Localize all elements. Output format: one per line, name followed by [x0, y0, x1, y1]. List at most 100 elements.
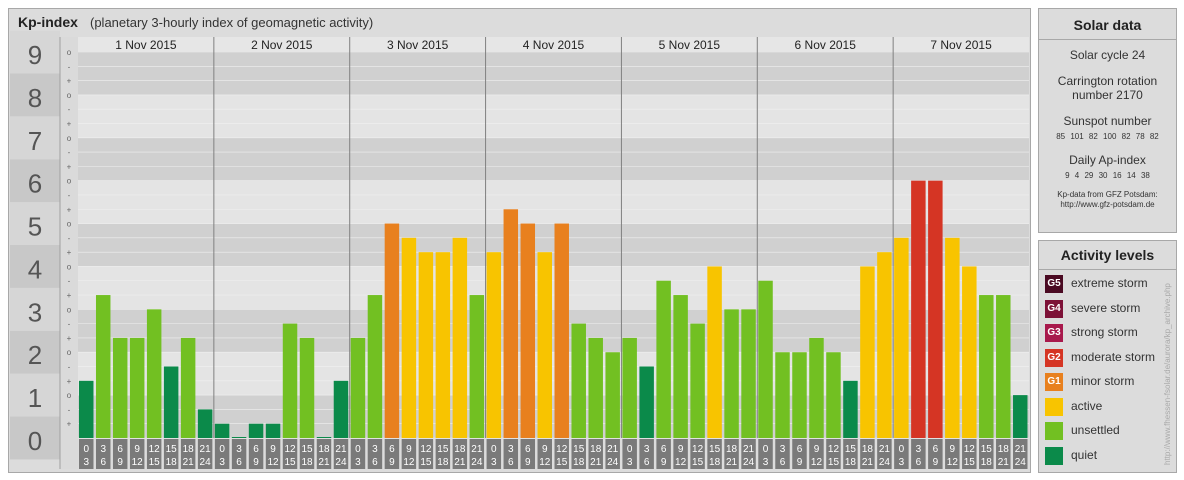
- day-label: 2 Nov 2015: [251, 38, 313, 52]
- time-slot-box: [979, 439, 994, 469]
- time-slot-start: 18: [318, 444, 330, 455]
- kp-label-band: [10, 287, 60, 331]
- plot-band: [78, 380, 1029, 396]
- legend-swatch: G1: [1045, 373, 1063, 391]
- time-slot-box: [911, 439, 926, 469]
- time-slot-end: 9: [661, 457, 667, 468]
- time-slot-box: [180, 439, 196, 469]
- y-tick-label: 5: [28, 212, 42, 242]
- plot-band: [78, 52, 1029, 67]
- time-slot-end: 3: [763, 457, 769, 468]
- time-slot-end: 9: [525, 457, 531, 468]
- plot-band: [78, 80, 1029, 95]
- time-slot-box: [775, 439, 790, 469]
- legend-item: G5 extreme storm: [1045, 275, 1184, 295]
- sub-tick-label: -: [68, 191, 71, 200]
- sub-tick-label: o: [67, 262, 72, 271]
- kp-bar: [486, 252, 502, 438]
- legend-swatch: G3: [1045, 324, 1063, 342]
- time-slot-end: 24: [200, 457, 212, 468]
- kp-bar: [945, 237, 960, 438]
- plot-band: [78, 280, 1029, 296]
- sub-tick-label: o: [67, 134, 72, 143]
- chart-subtitle: (planetary 3-hourly index of geomagnetic…: [90, 15, 374, 30]
- time-slot-end: 12: [403, 457, 415, 468]
- time-slot-start: 15: [437, 444, 449, 455]
- time-slot-start: 15: [981, 444, 993, 455]
- time-slot-end: 18: [301, 457, 313, 468]
- time-slot-box: [163, 439, 179, 469]
- time-slot-box: [724, 439, 739, 469]
- time-slot-box: [79, 439, 94, 469]
- plot-band: [78, 109, 1029, 124]
- time-slot-start: 15: [709, 444, 721, 455]
- plot-band: [78, 295, 1029, 310]
- kp-bar: [707, 266, 722, 438]
- time-slot-start: 6: [117, 444, 123, 455]
- time-slot-end: 24: [1015, 457, 1027, 468]
- time-slot-start: 9: [678, 444, 684, 455]
- plot-band: [78, 94, 1029, 110]
- time-slot-start: 15: [301, 444, 313, 455]
- time-slot-end: 12: [811, 457, 823, 468]
- y-tick-label: 2: [28, 340, 42, 370]
- y-tick-label: 9: [28, 40, 42, 70]
- legend-label: minor storm: [1071, 374, 1135, 388]
- data-credit-url: http://www.gfz-potsdam.de: [1060, 200, 1155, 209]
- legend-swatch: G4: [1045, 299, 1063, 318]
- subtick-column: [60, 37, 78, 469]
- time-slot-start: 18: [454, 444, 466, 455]
- day-label: 6 Nov 2015: [795, 38, 857, 52]
- sub-tick-label: +: [67, 162, 72, 171]
- kp-bar: [996, 295, 1011, 438]
- time-slot-end: 24: [607, 457, 619, 468]
- sub-tick-label: o: [67, 177, 72, 186]
- time-slot-end: 18: [709, 457, 721, 468]
- time-slot-start: 9: [814, 444, 820, 455]
- y-tick-label: 0: [28, 426, 42, 456]
- time-slot-end: 3: [355, 457, 361, 468]
- legend-swatch: [1045, 422, 1063, 440]
- time-slot-end: 21: [862, 457, 874, 468]
- time-slot-end: 24: [879, 457, 891, 468]
- kp-bar: [231, 437, 247, 438]
- time-slot-start: 12: [556, 444, 568, 455]
- time-slot-box: [520, 439, 536, 469]
- kp-bar: [265, 423, 281, 438]
- time-slot-end: 18: [845, 457, 857, 468]
- time-slot-end: 9: [389, 457, 395, 468]
- time-slot-end: 21: [183, 457, 195, 468]
- time-slot-box: [639, 439, 654, 469]
- time-slot-end: 3: [83, 457, 89, 468]
- kp-bar: [248, 423, 264, 438]
- kp-bar: [197, 409, 213, 438]
- time-slot-start: 18: [590, 444, 602, 455]
- kp-bar: [129, 337, 145, 438]
- y-tick-label: 3: [28, 297, 42, 327]
- time-slot-start: 6: [253, 444, 259, 455]
- time-slot-box: [350, 439, 366, 469]
- time-slot-start: 3: [236, 444, 242, 455]
- time-slot-start: 0: [763, 444, 769, 455]
- plot-band: [78, 309, 1029, 324]
- time-slot-box: [333, 439, 349, 469]
- kp-bar: [724, 309, 739, 438]
- time-slot-start: 12: [828, 444, 840, 455]
- legend-item: active: [1045, 397, 1184, 418]
- time-slot-box: [758, 439, 773, 469]
- time-slot-start: 3: [644, 444, 650, 455]
- time-slot-start: 0: [83, 444, 89, 455]
- kp-bar: [163, 366, 179, 438]
- time-slot-box: [588, 439, 603, 469]
- legend-item: G1 minor storm: [1045, 373, 1184, 393]
- day-label: 1 Nov 2015: [115, 38, 177, 52]
- sunspot-label: Sunspot number: [1063, 114, 1152, 128]
- time-slot-start: 15: [166, 444, 178, 455]
- time-slot-end: 18: [437, 457, 449, 468]
- time-slot-box: [605, 439, 620, 469]
- time-slot-box: [928, 439, 943, 469]
- sub-tick-label: o: [67, 48, 72, 57]
- time-slot-end: 3: [627, 457, 633, 468]
- time-slot-box: [1013, 439, 1028, 469]
- kp-bar: [316, 437, 332, 438]
